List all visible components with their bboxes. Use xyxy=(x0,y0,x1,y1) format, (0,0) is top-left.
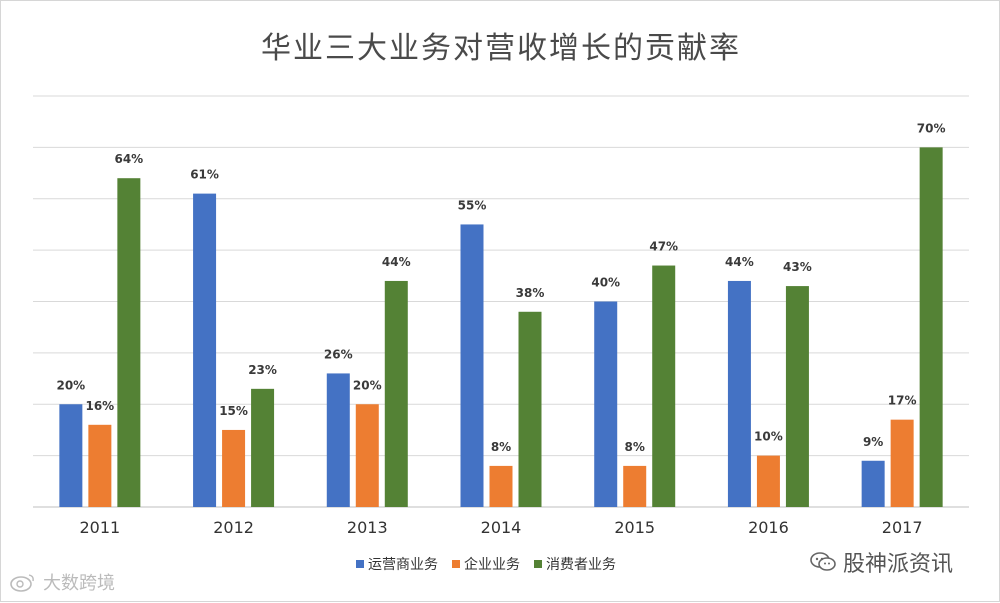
legend-swatch-enterprise xyxy=(452,560,460,568)
data-label-2014-series-0: 55% xyxy=(458,198,487,212)
data-label-2015-series-1: 8% xyxy=(625,440,645,454)
legend-swatch-consumer xyxy=(534,560,542,568)
data-label-2013-series-2: 44% xyxy=(382,255,411,269)
bar-2011-series-1 xyxy=(88,424,112,507)
data-label-2015-series-0: 40% xyxy=(591,276,620,290)
chart-title: 华业三大业务对营收增长的贡献率 xyxy=(261,31,741,66)
data-label-2012-series-2: 23% xyxy=(248,363,277,377)
legend-item-consumer: 消费者业务 xyxy=(534,554,616,574)
bar-2015-series-0 xyxy=(594,301,618,507)
x-tick-label-2015: 2015 xyxy=(614,518,655,537)
bar-2016-series-0 xyxy=(727,280,751,507)
bar-2014-series-1 xyxy=(489,465,513,507)
data-label-2011-series-0: 20% xyxy=(56,378,85,392)
weibo-icon xyxy=(10,574,34,592)
data-label-2015-series-2: 47% xyxy=(649,240,678,254)
wechat-icon xyxy=(810,552,836,571)
legend-label-enterprise: 企业业务 xyxy=(464,557,520,573)
data-label-2012-series-1: 15% xyxy=(219,404,248,418)
x-tick-label-2013: 2013 xyxy=(347,518,388,537)
watermark-right: 股神派资讯 xyxy=(809,546,953,578)
legend-swatch-carrier xyxy=(356,560,364,568)
data-label-2016-series-2: 43% xyxy=(783,260,812,274)
bar-2012-series-2 xyxy=(251,388,275,507)
data-label-2011-series-1: 16% xyxy=(85,399,114,413)
bar-2016-series-1 xyxy=(756,455,780,507)
bar-2012-series-1 xyxy=(222,429,246,507)
data-label-2012-series-0: 61% xyxy=(190,168,219,182)
x-tick-label-2016: 2016 xyxy=(748,518,789,537)
x-tick-label-2012: 2012 xyxy=(213,518,254,537)
bar-2015-series-2 xyxy=(652,265,676,507)
data-label-2013-series-1: 20% xyxy=(353,378,382,392)
bar-2011-series-2 xyxy=(117,178,141,507)
x-tick-label-2014: 2014 xyxy=(481,518,522,537)
data-label-2017-series-2: 70% xyxy=(917,121,946,135)
watermark-left-text: 大数跨境 xyxy=(43,573,115,594)
data-label-2016-series-0: 44% xyxy=(725,255,754,269)
data-label-2017-series-0: 9% xyxy=(863,435,883,449)
bar-2017-series-2 xyxy=(919,147,943,507)
data-label-2011-series-2: 64% xyxy=(114,152,143,166)
data-label-2014-series-1: 8% xyxy=(491,440,511,454)
bar-2014-series-0 xyxy=(460,224,484,507)
data-label-2013-series-0: 26% xyxy=(324,347,353,361)
watermark-right-text: 股神派资讯 xyxy=(843,552,954,577)
legend-item-enterprise: 企业业务 xyxy=(452,554,520,574)
bar-2014-series-2 xyxy=(518,311,542,507)
bar-2012-series-0 xyxy=(193,193,217,508)
legend: 运营商业务 企业业务 消费者业务 xyxy=(356,554,616,574)
data-label-2016-series-1: 10% xyxy=(754,430,783,444)
bar-2017-series-1 xyxy=(890,419,914,507)
bar-2013-series-2 xyxy=(384,280,408,507)
legend-label-consumer: 消费者业务 xyxy=(546,557,616,573)
watermark-left: 大数跨境 xyxy=(9,569,115,595)
bar-2013-series-1 xyxy=(355,404,379,507)
bar-2017-series-0 xyxy=(861,460,885,507)
bar-2015-series-1 xyxy=(623,465,647,507)
data-label-2017-series-1: 17% xyxy=(888,394,917,408)
data-label-2014-series-2: 38% xyxy=(516,286,545,300)
x-tick-label-2017: 2017 xyxy=(882,518,923,537)
x-tick-label-2011: 2011 xyxy=(79,518,120,537)
bar-2011-series-0 xyxy=(59,404,83,507)
bar-2016-series-2 xyxy=(785,286,809,507)
legend-item-carrier: 运营商业务 xyxy=(356,554,438,574)
legend-label-carrier: 运营商业务 xyxy=(368,557,438,573)
bar-2013-series-0 xyxy=(326,373,350,507)
